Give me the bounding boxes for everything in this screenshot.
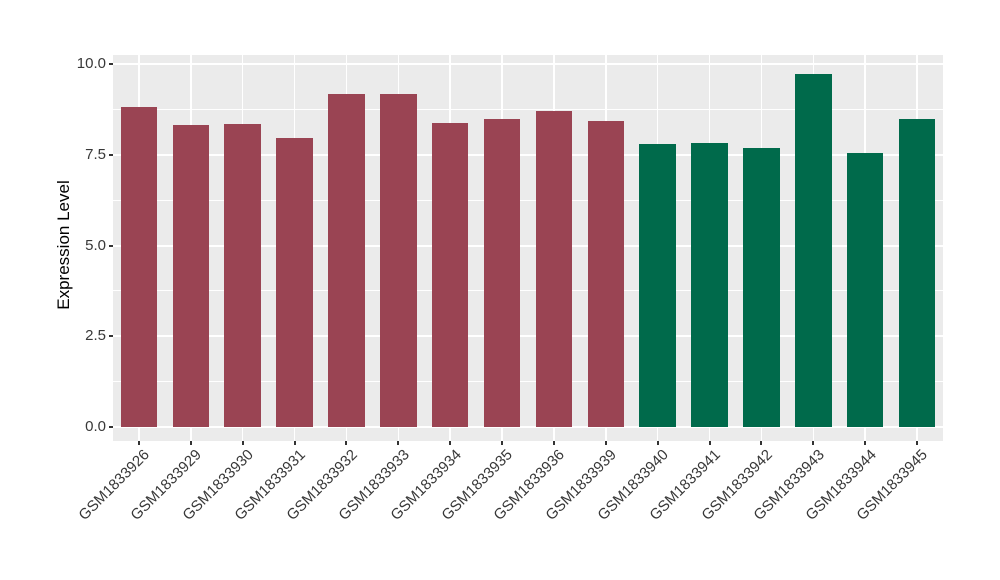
bar	[328, 94, 365, 427]
bar	[898, 119, 936, 427]
plot-panel	[113, 55, 943, 441]
gridline-major	[113, 335, 943, 338]
x-tick-mark	[604, 441, 607, 445]
y-tick-label: 7.5	[85, 145, 106, 163]
x-tick-mark	[241, 441, 244, 445]
y-tick-mark	[109, 426, 113, 428]
bar	[639, 143, 676, 427]
gridline-minor	[113, 381, 943, 383]
gridline-major	[113, 426, 943, 428]
x-tick-mark	[501, 441, 504, 445]
y-tick-label: 5.0	[85, 236, 106, 254]
y-tick-mark	[109, 335, 113, 338]
gridline-minor	[113, 108, 943, 110]
y-tick-mark	[109, 244, 113, 247]
x-tick-mark	[397, 441, 400, 445]
bar	[120, 106, 158, 427]
x-tick-mark	[552, 441, 555, 445]
y-tick-mark	[109, 153, 113, 156]
x-tick-mark	[708, 441, 711, 445]
bar	[172, 124, 210, 427]
bar	[846, 152, 884, 427]
x-tick-mark	[449, 441, 452, 445]
x-tick-mark	[760, 441, 763, 445]
y-tick-label: 2.5	[85, 327, 106, 345]
gridline-minor	[113, 290, 943, 292]
gridline-major	[113, 244, 943, 247]
gridline-minor	[113, 199, 943, 201]
bar	[380, 94, 417, 427]
bar	[483, 119, 521, 427]
gridline-major	[113, 153, 943, 156]
bar	[276, 138, 313, 427]
x-tick-mark	[345, 441, 348, 445]
x-tick-mark	[812, 441, 815, 445]
y-tick-mark	[109, 63, 113, 65]
y-tick-label: 0.0	[85, 418, 106, 435]
bar	[535, 111, 573, 427]
bar	[691, 143, 728, 427]
bar	[224, 123, 261, 427]
x-tick-mark	[656, 441, 659, 445]
gridline-major	[113, 63, 943, 65]
x-tick-mark	[864, 441, 867, 445]
x-tick-mark	[293, 441, 296, 445]
bar	[431, 122, 469, 427]
bar	[587, 120, 625, 427]
x-tick-mark	[137, 441, 140, 445]
x-tick-mark	[916, 441, 919, 445]
bar	[743, 147, 780, 427]
bar	[795, 74, 832, 427]
y-axis-title-text: Expression Level	[54, 180, 73, 310]
y-tick-label: 10.0	[76, 55, 106, 72]
x-tick-mark	[189, 441, 192, 445]
